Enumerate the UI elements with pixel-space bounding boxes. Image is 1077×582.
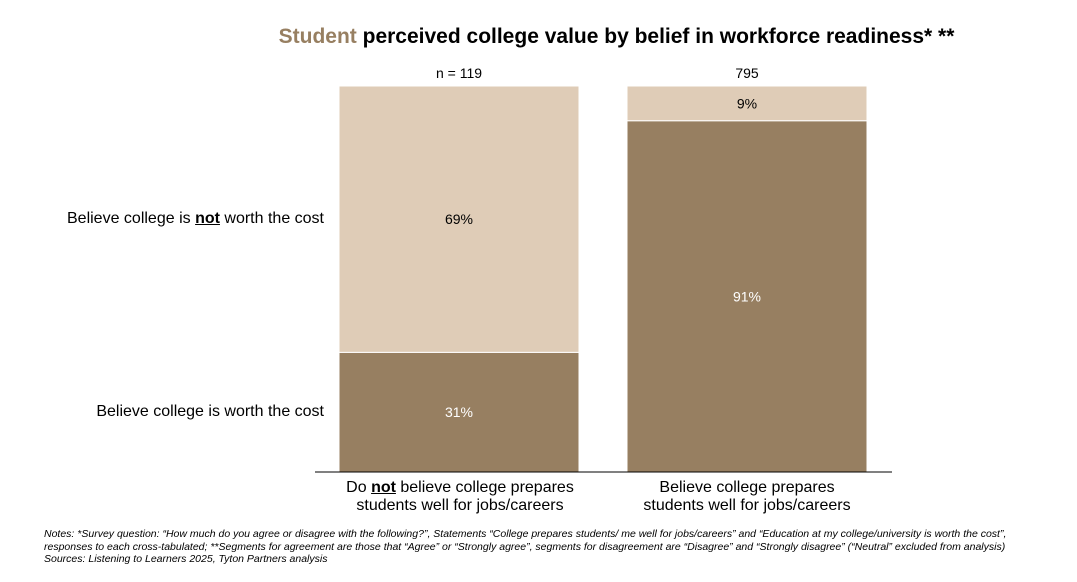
bar-segment-1-1	[626, 85, 868, 122]
category-emphasis-not: not	[371, 479, 396, 496]
bar-segment-1-0	[626, 120, 868, 473]
footnotes: Notes: *Survey question: “How much do yo…	[44, 528, 1064, 566]
bar-segment-0-1	[338, 85, 580, 353]
chart-title: Student perceived college value by belie…	[0, 25, 1077, 49]
legend-worth: Believe college is worth the cost	[96, 403, 324, 420]
title-rest: perceived college value by belief in wor…	[356, 25, 955, 48]
data-label-1-0: 91%	[733, 288, 761, 304]
note-line-2: responses to each cross-tabulated; **Seg…	[44, 540, 1006, 553]
category-label-prepared: Believe college prepares students well f…	[643, 479, 851, 514]
n-label-1: 795	[735, 65, 759, 81]
legend-not-worth: Believe college is not worth the cost	[67, 210, 324, 227]
data-label-0-1: 69%	[445, 211, 473, 227]
note-line-3: Sources: Listening to Learners 2025, Tyt…	[44, 553, 328, 565]
note-line-1: Notes: *Survey question: “How much do yo…	[44, 528, 1007, 540]
data-label-0-0: 31%	[445, 404, 473, 420]
legend-emphasis-not: not	[195, 210, 220, 227]
category-label-not-prepared: Do not believe college prepares students…	[346, 479, 574, 514]
title-highlight: Student	[278, 25, 357, 48]
data-label-1-1: 9%	[737, 95, 757, 111]
bar-segment-0-0	[338, 351, 580, 473]
n-label-0: n = 119	[436, 65, 482, 81]
